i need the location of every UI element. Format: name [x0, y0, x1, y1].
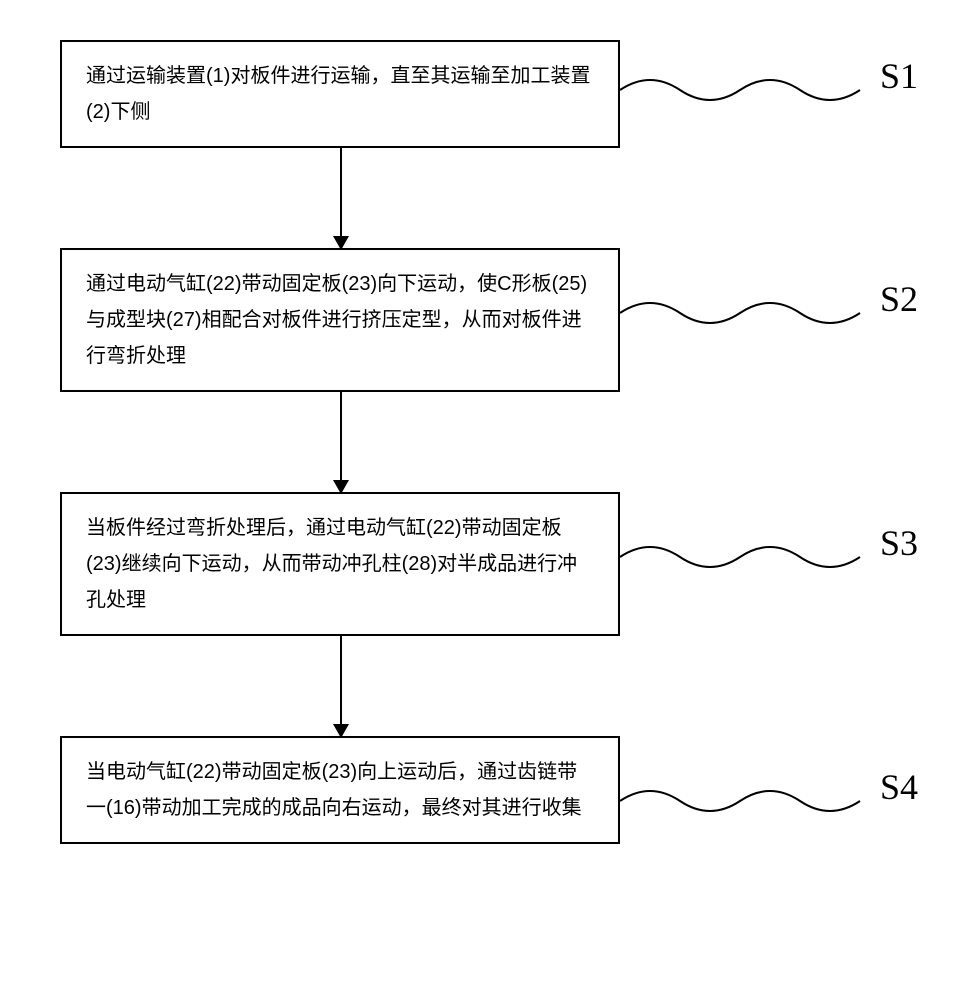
arrow-2-3	[340, 392, 342, 492]
flowchart-container: 通过运输装置(1)对板件进行运输，直至其运输至加工装置(2)下侧 S1 通过电动…	[0, 0, 960, 884]
step-label-2: S2	[880, 278, 918, 320]
step-container-3: 当板件经过弯折处理后，通过电动气缸(22)带动固定板(23)继续向下运动，从而带…	[60, 492, 900, 636]
step-text-2: 通过电动气缸(22)带动固定板(23)向下运动，使C形板(25)与成型块(27)…	[86, 273, 587, 367]
step-label-4: S4	[880, 766, 918, 808]
step-box-1: 通过运输装置(1)对板件进行运输，直至其运输至加工装置(2)下侧	[60, 40, 620, 148]
wavy-connector-4	[620, 771, 880, 831]
step-container-1: 通过运输装置(1)对板件进行运输，直至其运输至加工装置(2)下侧 S1	[60, 40, 900, 148]
wavy-connector-1	[620, 60, 880, 120]
step-container-2: 通过电动气缸(22)带动固定板(23)向下运动，使C形板(25)与成型块(27)…	[60, 248, 900, 392]
step-box-3: 当板件经过弯折处理后，通过电动气缸(22)带动固定板(23)继续向下运动，从而带…	[60, 492, 620, 636]
step-text-3: 当板件经过弯折处理后，通过电动气缸(22)带动固定板(23)继续向下运动，从而带…	[86, 517, 577, 611]
step-label-1: S1	[880, 55, 918, 97]
arrow-1-2	[340, 148, 342, 248]
step-text-1: 通过运输装置(1)对板件进行运输，直至其运输至加工装置(2)下侧	[86, 65, 590, 123]
step-box-4: 当电动气缸(22)带动固定板(23)向上运动后，通过齿链带一(16)带动加工完成…	[60, 736, 620, 844]
step-container-4: 当电动气缸(22)带动固定板(23)向上运动后，通过齿链带一(16)带动加工完成…	[60, 736, 900, 844]
wavy-connector-2	[620, 283, 880, 343]
step-label-3: S3	[880, 522, 918, 564]
arrow-3-4	[340, 636, 342, 736]
wavy-connector-3	[620, 527, 880, 587]
step-text-4: 当电动气缸(22)带动固定板(23)向上运动后，通过齿链带一(16)带动加工完成…	[86, 761, 582, 819]
step-box-2: 通过电动气缸(22)带动固定板(23)向下运动，使C形板(25)与成型块(27)…	[60, 248, 620, 392]
